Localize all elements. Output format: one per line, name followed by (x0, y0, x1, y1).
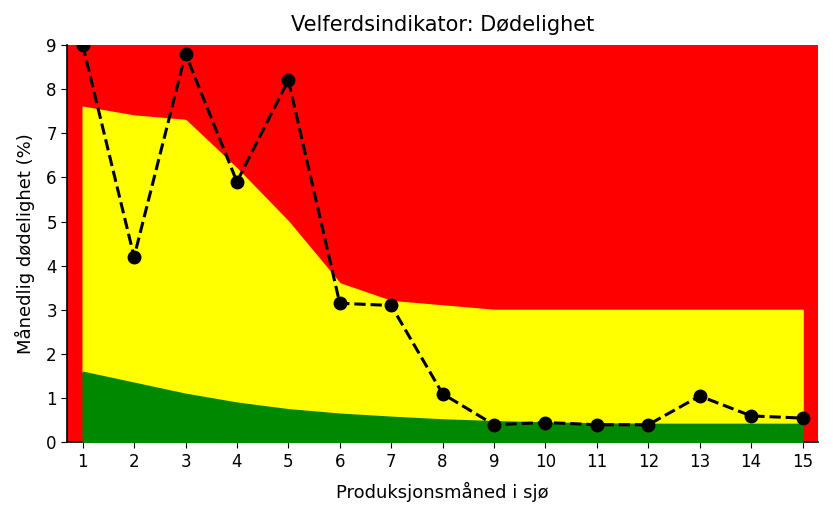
Title: Velferdsindikator: Dødelighet: Velferdsindikator: Dødelighet (291, 15, 594, 35)
Y-axis label: Månedlig dødelighet (%): Månedlig dødelighet (%) (15, 133, 35, 354)
X-axis label: Produksjonsmåned i sjø: Produksjonsmåned i sjø (337, 482, 549, 502)
